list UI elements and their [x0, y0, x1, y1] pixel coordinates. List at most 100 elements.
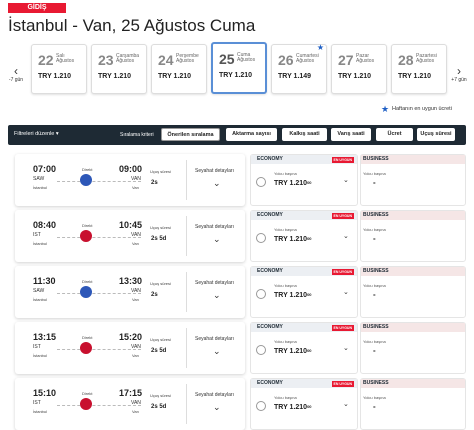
duration-label: Uçuş süresi [150, 225, 171, 230]
arrival-airport-code: VAN [131, 232, 141, 238]
business-header [361, 323, 465, 332]
flight-duration: 2s 5d [151, 404, 167, 410]
economy-price-cents: 00 [307, 404, 312, 409]
date-day-name: Cuma Ağustos [237, 53, 255, 63]
date-card-24[interactable]: 24 Perşembe Ağustos TRY 1.210 [151, 44, 207, 94]
economy-label: ECONOMY [257, 156, 283, 162]
per-person-label: Yolcu başına [363, 171, 386, 176]
business-fare-card: BUSINESS Yolcu başına - [360, 210, 466, 262]
economy-header [251, 323, 357, 332]
departure-time: 07:00 [33, 164, 57, 174]
business-price-unavailable: - [373, 234, 376, 243]
economy-fare-card[interactable]: ECONOMY EN UYGUN Yolcu başına TRY 1.21000 ⌄ [250, 210, 358, 262]
date-card-23[interactable]: 23 Çarşamba Ağustos TRY 1.210 [91, 44, 147, 94]
cheapest-badge: EN UYGUN [331, 324, 354, 331]
business-fare-card: BUSINESS Yolcu başına - [360, 322, 466, 374]
arrival-time: 15:20 [119, 332, 143, 342]
date-card-25[interactable]: 25 Cuma Ağustos TRY 1.210 [211, 42, 267, 94]
divider [186, 272, 187, 312]
date-day: 28 [398, 52, 414, 68]
departure-city: İstanbul [33, 185, 48, 190]
sort-button[interactable]: Ücret [376, 128, 413, 141]
departure-city: İstanbul [33, 297, 48, 302]
economy-fare-card[interactable]: ECONOMY EN UYGUN Yolcu başına TRY 1.21000 ⌄ [250, 322, 358, 374]
arrival-time: 13:30 [119, 276, 143, 286]
chevron-down-icon[interactable]: ⌄ [343, 177, 349, 184]
economy-price-amount: TRY 1.210 [274, 180, 308, 187]
divider [186, 160, 187, 200]
chevron-down-icon[interactable]: ⌄ [343, 289, 349, 296]
direct-label: Direkt [82, 223, 93, 228]
travel-details-link[interactable]: Seyahat detayları [195, 168, 234, 174]
airline-logo-icon [80, 398, 92, 410]
fare-radio[interactable] [256, 233, 266, 243]
date-day: 26 [278, 52, 294, 68]
departure-time: 15:10 [33, 388, 57, 398]
date-card-22[interactable]: 22 Salı Ağustos TRY 1.210 [31, 44, 87, 94]
date-card-26[interactable]: 26 Cumartesi Ağustos TRY 1.149 ★ [271, 43, 327, 94]
direct-label: Direkt [82, 335, 93, 340]
economy-header [251, 267, 357, 276]
date-day-name: Pazar Ağustos [356, 54, 374, 64]
economy-price: TRY 1.21000 [274, 236, 312, 243]
flight-card[interactable]: 15:10 IST İstanbul Direkt 17:15 VAN Van Uçuş sü… [15, 378, 245, 430]
departure-time: 08:40 [33, 220, 57, 230]
date-card-28[interactable]: 28 Pazartesi Ağustos TRY 1.210 [391, 44, 447, 94]
arrival-city: Van [132, 297, 139, 302]
fare-radio[interactable] [256, 289, 266, 299]
economy-price-cents: 00 [307, 180, 312, 185]
sort-button[interactable]: Aktarma sayısı [226, 128, 277, 141]
chevron-down-icon[interactable]: ⌄ [343, 401, 349, 408]
travel-details-link[interactable]: Seyahat detayları [195, 224, 234, 230]
economy-price-amount: TRY 1.210 [274, 404, 308, 411]
date-day-name: Cumartesi Ağustos [296, 54, 319, 64]
fare-radio[interactable] [256, 401, 266, 411]
flight-card[interactable]: 11:30 SAW İstanbul Direkt 13:30 VAN Van Uçuş sü… [15, 266, 245, 318]
direct-label: Direkt [82, 167, 93, 172]
chevron-down-icon[interactable]: ⌄ [213, 346, 221, 356]
fare-radio[interactable] [256, 345, 266, 355]
arrival-city: Van [132, 241, 139, 246]
date-month: Ağustos [296, 58, 315, 64]
date-day-name: Perşembe Ağustos [176, 54, 199, 64]
travel-details-link[interactable]: Seyahat detayları [195, 392, 234, 398]
economy-fare-card[interactable]: ECONOMY EN UYGUN Yolcu başına TRY 1.21000 ⌄ [250, 266, 358, 318]
sort-button[interactable]: Varış saati [331, 128, 371, 141]
prev-week-button[interactable]: ‹ -7 gün [6, 56, 26, 92]
departure-airport-code: SAW [33, 288, 45, 294]
chevron-down-icon[interactable]: ⌄ [343, 233, 349, 240]
sort-button[interactable]: Önerilen sıralama [161, 128, 220, 141]
flight-card[interactable]: 08:40 IST İstanbul Direkt 10:45 VAN Van Uçuş sü… [15, 210, 245, 262]
route-line [57, 405, 141, 406]
per-person-label: Yolcu başına [274, 339, 297, 344]
economy-fare-card[interactable]: ECONOMY EN UYGUN Yolcu başına TRY 1.21000 ⌄ [250, 154, 358, 206]
business-price-unavailable: - [373, 402, 376, 411]
direct-label: Direkt [82, 279, 93, 284]
chevron-down-icon[interactable]: ⌄ [343, 345, 349, 352]
chevron-down-icon[interactable]: ⌄ [213, 402, 221, 412]
next-week-button[interactable]: › +7 gün [449, 56, 469, 92]
flight-card[interactable]: 07:00 SAW İstanbul Direkt 09:00 VAN Van Uçuş sü… [15, 154, 245, 206]
fare-radio[interactable] [256, 177, 266, 187]
sort-button[interactable]: Kalkış saati [282, 128, 327, 141]
sort-button[interactable]: Uçuş süresi [417, 128, 455, 141]
date-month: Ağustos [416, 58, 435, 64]
date-day: 22 [38, 52, 54, 68]
travel-details-link[interactable]: Seyahat detayları [195, 280, 234, 286]
cheapest-badge: EN UYGUN [331, 156, 354, 163]
economy-fare-card[interactable]: ECONOMY EN UYGUN Yolcu başına TRY 1.21000 ⌄ [250, 378, 358, 430]
per-person-label: Yolcu başına [274, 227, 297, 232]
per-person-label: Yolcu başına [274, 283, 297, 288]
date-card-27[interactable]: 27 Pazar Ağustos TRY 1.210 [331, 44, 387, 94]
date-day-name: Salı Ağustos [56, 54, 74, 64]
edit-filters-button[interactable]: Filtreleri düzenle ▾ [14, 131, 59, 137]
economy-price-amount: TRY 1.210 [274, 348, 308, 355]
duration-label: Uçuş süresi [150, 337, 171, 342]
date-weekday: Salı [56, 53, 65, 59]
chevron-down-icon[interactable]: ⌄ [213, 234, 221, 244]
chevron-down-icon[interactable]: ⌄ [213, 178, 221, 188]
travel-details-link[interactable]: Seyahat detayları [195, 336, 234, 342]
business-price-unavailable: - [373, 290, 376, 299]
flight-card[interactable]: 13:15 IST İstanbul Direkt 15:20 VAN Van Uçuş sü… [15, 322, 245, 374]
chevron-down-icon[interactable]: ⌄ [213, 290, 221, 300]
